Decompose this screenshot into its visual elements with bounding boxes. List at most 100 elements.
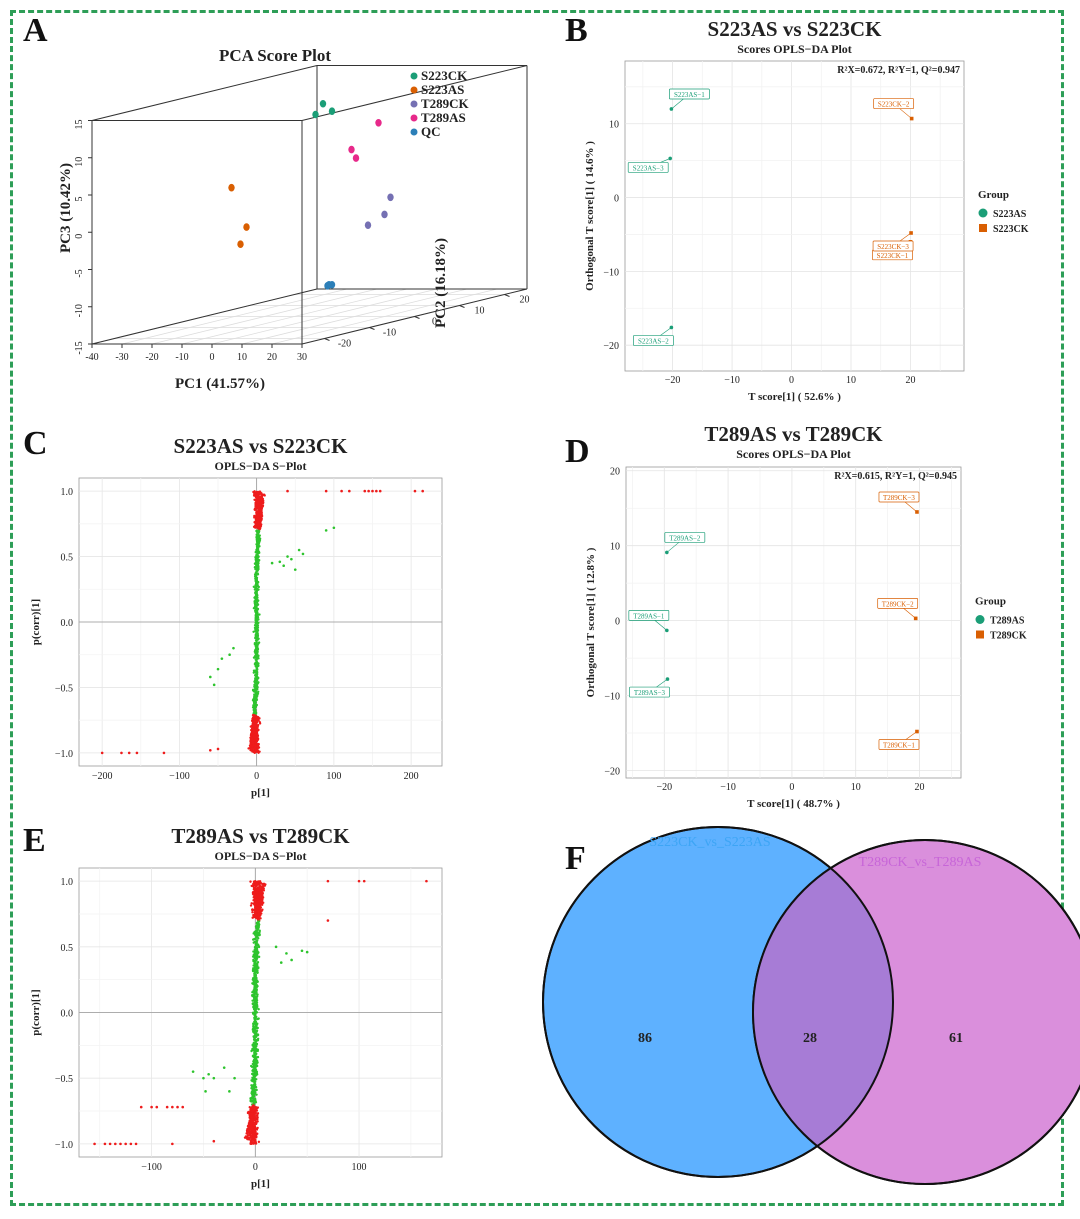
s-plot-point — [250, 728, 253, 732]
s-plot-point — [252, 950, 255, 953]
x-tick-label: −20 — [665, 375, 681, 386]
s-plot-point — [258, 613, 261, 616]
panel-letter-e: E — [23, 822, 46, 859]
s-plot-point — [252, 1124, 256, 1127]
s-plot-point — [259, 511, 263, 515]
s-plot-point — [257, 926, 260, 930]
s-plot-point — [253, 1140, 257, 1144]
s-plot-point — [256, 628, 259, 631]
z-tick-label: -5 — [74, 269, 85, 277]
x-tick-label: −20 — [656, 782, 672, 793]
panel-letter-f: F — [565, 840, 586, 877]
s-plot-point — [254, 1020, 258, 1023]
y-tick-label: -20 — [338, 339, 351, 350]
s-plot-point — [256, 573, 260, 576]
venn-set-label-left: S223CK_vs_S223AS — [649, 835, 770, 850]
s-plot-outlier-red — [165, 1105, 169, 1109]
pca-y-axis-label: PC2 (16.18%) — [433, 238, 449, 328]
s-plot-point — [254, 954, 258, 958]
s-plot-outlier-red — [119, 1142, 122, 1146]
s-plot-point — [256, 980, 259, 984]
s-plot-point — [256, 1037, 260, 1041]
x-tick-label: 100 — [326, 771, 341, 782]
y-tick-label: −20 — [604, 767, 620, 778]
s-plot-point — [255, 997, 258, 1000]
s-plot-point — [255, 1003, 258, 1006]
y-tick-label: 0.0 — [61, 618, 74, 629]
s-plot-point — [256, 897, 259, 901]
s-plot-point — [251, 1076, 255, 1080]
s-plot-point — [249, 880, 252, 883]
s-plot-point — [252, 700, 256, 704]
s-plot-outlier-red — [375, 489, 378, 493]
s-plot-point — [255, 548, 259, 551]
s-plot-point — [250, 1114, 253, 1117]
s-plot-outlier-red — [181, 1105, 185, 1109]
s-plot-outlier-green — [202, 1076, 205, 1080]
pca-point-s223as — [237, 240, 244, 248]
s-plot-point — [254, 499, 258, 502]
y-tick-label: 0.5 — [61, 943, 74, 954]
legend-marker-qc — [410, 128, 418, 136]
z-tick-label: -10 — [74, 304, 85, 317]
s-plot-point — [253, 997, 256, 1001]
s-plot-outlier-green — [286, 555, 289, 558]
point-label: S223CK−1 — [877, 252, 909, 260]
s-plot-point — [256, 647, 260, 650]
s-plot-outlier-green — [222, 1066, 226, 1069]
s-plot-point — [257, 1008, 260, 1011]
s-plot-point — [253, 669, 256, 673]
pca-z-axis-label: PC3 (10.42%) — [58, 163, 74, 253]
s-plot-point — [249, 1122, 253, 1125]
s-plot-point — [257, 886, 261, 889]
x-tick-label: 100 — [352, 1162, 367, 1173]
s-plot-point — [254, 1013, 257, 1017]
s-plot-point — [252, 885, 255, 888]
s-plot-point — [257, 1140, 261, 1144]
s-plot-point — [256, 1115, 259, 1118]
s-plot-outlier-green — [282, 564, 285, 568]
s-plot-outlier-green — [274, 945, 278, 949]
s-plot-point — [254, 946, 257, 950]
s-plot-point — [251, 727, 255, 731]
s-plot-point — [255, 949, 258, 952]
y-tick — [504, 294, 510, 297]
s-plot-point — [254, 574, 258, 577]
x-tick-label: 20 — [915, 782, 925, 793]
s-plot-point — [248, 1125, 252, 1128]
legend-title: Group — [978, 189, 1009, 201]
s-plot-point — [255, 1109, 259, 1112]
pca-point-s223as — [243, 223, 250, 231]
s-plot-outlier-red — [362, 879, 366, 883]
s-plot-point — [252, 964, 255, 967]
s-plot-point — [253, 708, 257, 711]
s-plot-point — [254, 567, 258, 571]
s-plot-outlier-red — [212, 1139, 216, 1143]
s-plot-outlier-green — [305, 950, 309, 954]
s-plot-point — [252, 882, 255, 886]
x-tick-label: 0 — [210, 352, 215, 363]
s-plot-point — [254, 937, 257, 941]
s-plot-point — [255, 1064, 259, 1068]
s-plot-point — [252, 1138, 256, 1141]
x-tick-label: −10 — [724, 375, 740, 386]
point-label: T289CK−2 — [882, 600, 914, 608]
x-tick-label: 0 — [789, 375, 794, 386]
x-axis-label: T score[1] ( 48.7% ) — [747, 798, 840, 810]
s-plot-point — [255, 1044, 258, 1048]
s-plot-point — [254, 1001, 257, 1005]
venn-count-right: 61 — [949, 1031, 963, 1046]
s-plot-point — [254, 654, 257, 658]
s-plot-outlier-green — [279, 961, 283, 964]
s-plot-point — [255, 644, 259, 647]
z-tick-label: 10 — [74, 157, 85, 167]
s-plot-point — [255, 715, 258, 718]
s-plot-point — [251, 1072, 255, 1075]
s-plot-point — [251, 955, 255, 958]
s-plot-point — [257, 654, 260, 658]
x-tick-label: 0 — [789, 782, 794, 793]
s-plot-point — [251, 1089, 255, 1092]
s-plot-point — [254, 618, 257, 622]
s-plot-point — [255, 696, 258, 699]
s-plot-point — [257, 923, 260, 926]
